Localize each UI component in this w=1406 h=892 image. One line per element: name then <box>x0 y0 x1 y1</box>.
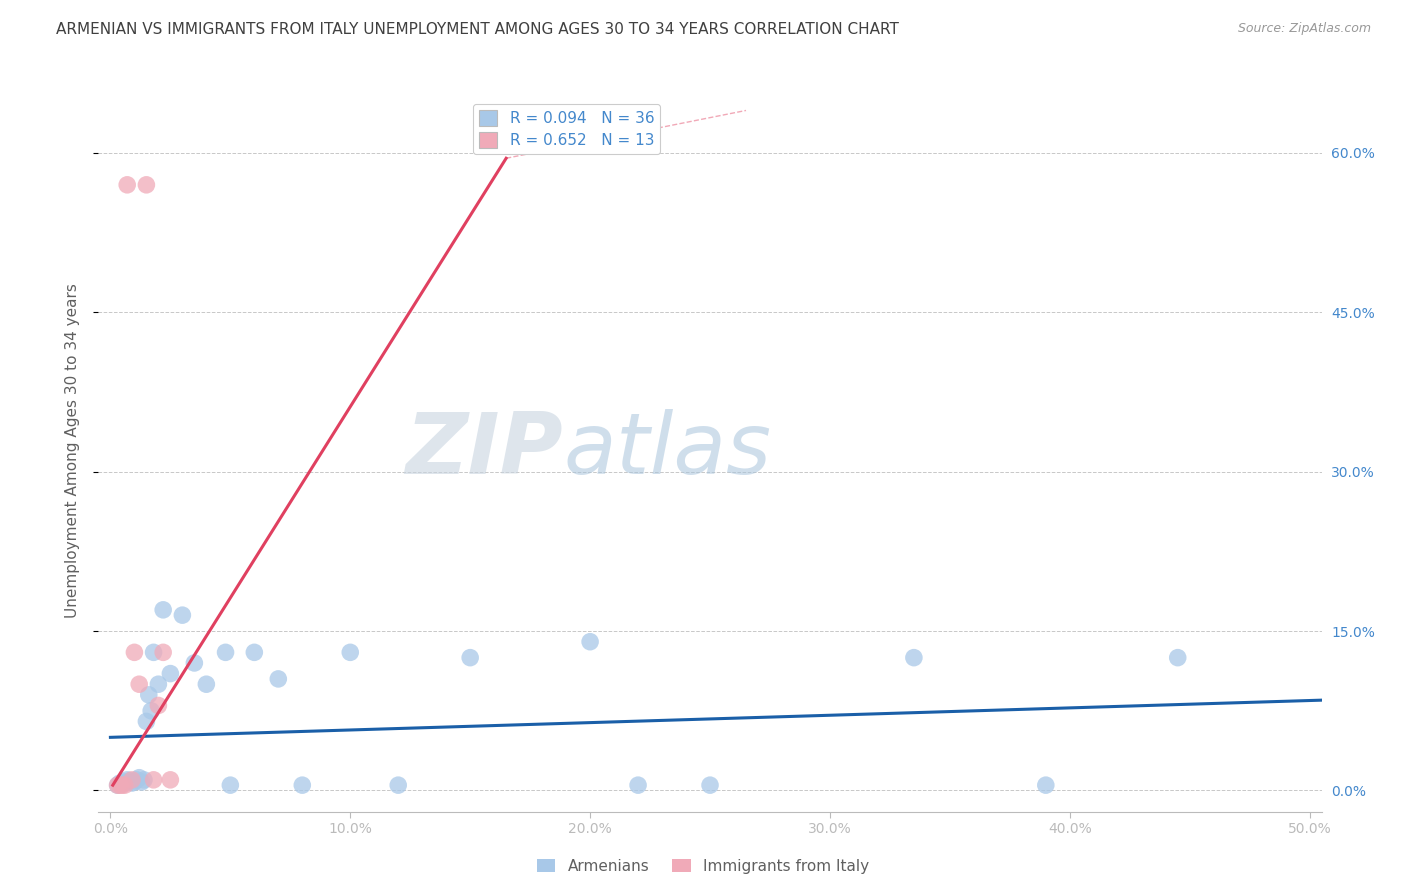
Point <box>579 634 602 648</box>
Point <box>114 778 136 792</box>
Point <box>903 650 925 665</box>
Point <box>135 714 157 729</box>
Point <box>124 775 146 789</box>
Point <box>107 778 129 792</box>
Point <box>121 772 143 787</box>
Text: ZIP: ZIP <box>405 409 564 492</box>
Point <box>219 778 242 792</box>
Point <box>111 778 134 792</box>
Point <box>458 650 481 665</box>
Text: ARMENIAN VS IMMIGRANTS FROM ITALY UNEMPLOYMENT AMONG AGES 30 TO 34 YEARS CORRELA: ARMENIAN VS IMMIGRANTS FROM ITALY UNEMPL… <box>56 22 898 37</box>
Point <box>339 645 361 659</box>
Point <box>291 778 314 792</box>
Point <box>107 778 129 792</box>
Point <box>387 778 409 792</box>
Point <box>128 677 150 691</box>
Point <box>142 772 165 787</box>
Point <box>152 603 174 617</box>
Point <box>699 778 721 792</box>
Point <box>135 178 157 192</box>
Point <box>267 672 290 686</box>
Point <box>125 772 148 787</box>
Point <box>1167 650 1189 665</box>
Point <box>118 773 141 788</box>
Point <box>121 776 143 790</box>
Point <box>243 645 266 659</box>
Point <box>115 772 138 787</box>
Point <box>148 698 170 713</box>
Point <box>1035 778 1057 792</box>
Point <box>124 645 146 659</box>
Y-axis label: Unemployment Among Ages 30 to 34 years: Unemployment Among Ages 30 to 34 years <box>65 283 80 618</box>
Point <box>131 775 153 789</box>
Point <box>152 645 174 659</box>
Point <box>128 771 150 785</box>
Legend: R = 0.094   N = 36, R = 0.652   N = 13: R = 0.094 N = 36, R = 0.652 N = 13 <box>472 104 661 154</box>
Text: Source: ZipAtlas.com: Source: ZipAtlas.com <box>1237 22 1371 36</box>
Point <box>159 666 181 681</box>
Point <box>111 777 134 791</box>
Point <box>132 772 155 787</box>
Point <box>183 656 205 670</box>
Point <box>138 688 160 702</box>
Point <box>142 645 165 659</box>
Point <box>159 772 181 787</box>
Point <box>108 776 131 790</box>
Point <box>195 677 218 691</box>
Point <box>108 778 131 792</box>
Point <box>627 778 650 792</box>
Text: atlas: atlas <box>564 409 772 492</box>
Point <box>115 178 138 192</box>
Legend: Armenians, Immigrants from Italy: Armenians, Immigrants from Italy <box>531 853 875 880</box>
Point <box>148 677 170 691</box>
Point <box>141 704 163 718</box>
Point <box>214 645 236 659</box>
Point <box>172 608 194 623</box>
Point <box>114 775 136 789</box>
